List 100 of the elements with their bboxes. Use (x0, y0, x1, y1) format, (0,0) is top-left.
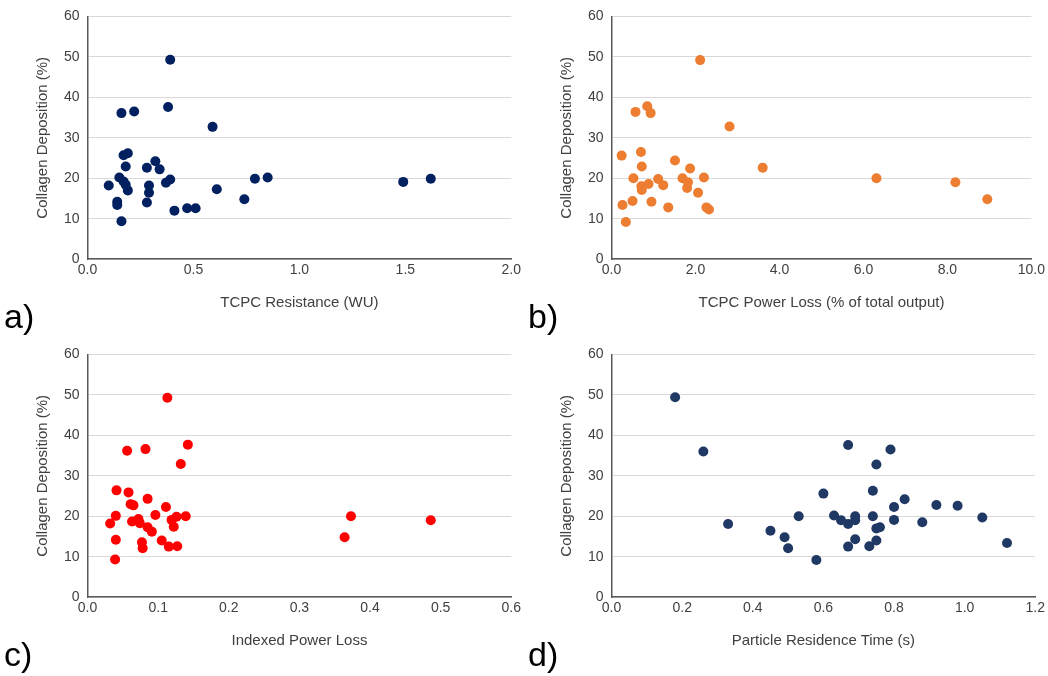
point (977, 512, 988, 523)
point (793, 511, 804, 522)
point (843, 541, 854, 552)
x-tick-label: 1.0 (954, 599, 975, 616)
text: d) (528, 635, 559, 674)
x-axis-title: Particle Residence Time (s) (731, 631, 916, 649)
point (141, 162, 152, 173)
y-tick-label: 40 (587, 88, 604, 105)
x-tick-label: 0.0 (601, 261, 622, 278)
point (120, 161, 131, 172)
point (425, 515, 436, 526)
point (122, 445, 133, 456)
point (864, 541, 875, 552)
point (110, 554, 121, 565)
point (871, 173, 882, 184)
point (425, 173, 436, 184)
point (757, 162, 768, 173)
point (1002, 537, 1013, 548)
point (693, 187, 704, 198)
point (163, 102, 174, 113)
x-tick-label: 1.5 (395, 261, 416, 278)
point (779, 532, 790, 543)
point (165, 174, 176, 185)
y-tick-label: 30 (587, 128, 604, 145)
point (111, 485, 122, 496)
point (982, 194, 993, 205)
x-tick-label: 0.4 (743, 599, 763, 616)
point (646, 196, 657, 207)
x-axis-title: Indexed Power Loss (231, 631, 368, 649)
y-tick-label: 30 (63, 466, 80, 483)
point (134, 518, 145, 529)
point (262, 172, 273, 183)
y-tick-label: 10 (63, 547, 80, 564)
point (765, 525, 776, 536)
y-tick-label: 20 (587, 169, 604, 186)
text: a) (4, 297, 35, 336)
point (620, 216, 631, 227)
x-tick-label: 0.1 (148, 599, 169, 616)
y-tick-label: 60 (63, 7, 80, 24)
point (843, 518, 854, 529)
point (658, 180, 669, 191)
x-tick-label: 10.0 (1017, 261, 1046, 278)
point (850, 534, 861, 545)
y-tick-label: 50 (63, 47, 80, 64)
point (207, 121, 218, 132)
point (103, 180, 114, 191)
y-tick-label: 10 (587, 547, 604, 564)
point (163, 541, 174, 552)
point (129, 106, 140, 117)
point (345, 511, 356, 522)
point (871, 535, 882, 546)
x-tick-label: 6.0 (853, 261, 874, 278)
point (339, 532, 350, 543)
point (811, 554, 822, 565)
x-tick-label: 1.0 (289, 261, 310, 278)
point (150, 156, 161, 167)
y-tick-label: 50 (63, 385, 80, 402)
x-tick-label: 0.6 (501, 599, 522, 616)
point (783, 543, 794, 554)
point (110, 510, 121, 521)
x-tick-label: 0.5 (183, 261, 204, 278)
x-tick-label: 0.5 (430, 599, 451, 616)
x-tick-label: 0.2 (672, 599, 693, 616)
point (116, 216, 127, 227)
point (122, 185, 133, 196)
x-tick-label: 0.0 (77, 261, 98, 278)
text: c) (4, 635, 33, 674)
y-tick-label: 60 (63, 345, 80, 362)
point (140, 444, 151, 455)
x-tick-label: 0.3 (289, 599, 310, 616)
y-axis-title: Collagen Deposition (%) (33, 394, 51, 557)
point (829, 510, 840, 521)
point (653, 174, 664, 185)
point (685, 163, 696, 174)
x-tick-label: 8.0 (937, 261, 958, 278)
point (871, 459, 882, 470)
point (398, 176, 409, 187)
point (182, 203, 193, 214)
x-tick-label: 0.4 (360, 599, 380, 616)
point (669, 155, 680, 166)
point (724, 121, 735, 132)
point (670, 392, 681, 403)
point (889, 514, 900, 525)
point (142, 493, 153, 504)
point (146, 526, 157, 537)
x-tick-label: 0.8 (884, 599, 904, 616)
point (698, 446, 709, 457)
y-tick-label: 20 (587, 507, 604, 524)
point (180, 511, 191, 522)
x-axis-title: TCPC Resistance (WU) (220, 293, 379, 311)
y-tick-label: 60 (587, 7, 604, 24)
point (160, 501, 171, 512)
point (171, 511, 182, 522)
x-tick-label: 0.0 (601, 599, 622, 616)
point (162, 392, 173, 403)
point (952, 500, 963, 511)
y-axis-title: Collagen Deposition (%) (557, 56, 575, 219)
point (627, 195, 638, 206)
point (885, 444, 896, 455)
x-tick-label: 4.0 (769, 261, 790, 278)
